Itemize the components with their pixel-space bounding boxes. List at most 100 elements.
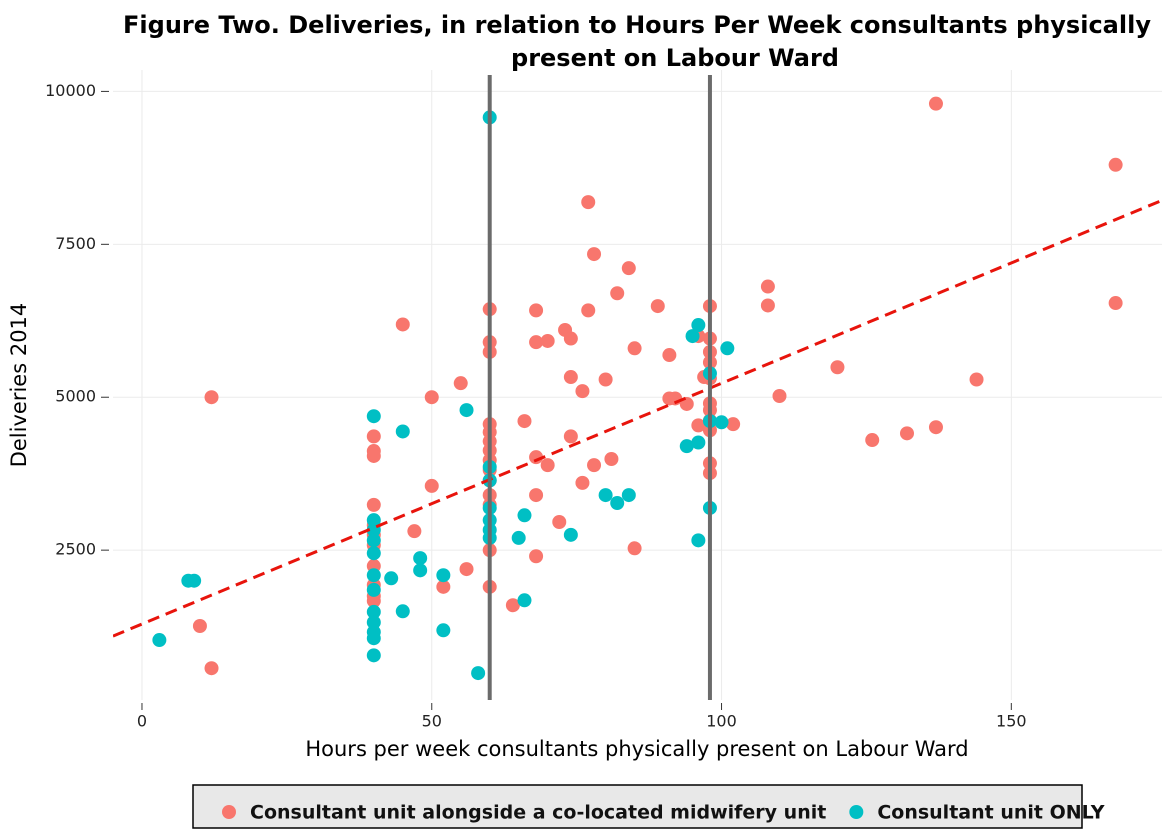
legend-label: Consultant unit alongside a co-located m… [250, 802, 826, 824]
point [366, 546, 381, 561]
point [552, 515, 567, 530]
point [204, 661, 219, 676]
y-tick-label: 10000 [45, 81, 96, 100]
point [899, 426, 914, 441]
point [436, 568, 451, 583]
point [453, 376, 468, 391]
point [627, 341, 642, 356]
point [563, 429, 578, 444]
point [587, 458, 602, 473]
point [529, 303, 544, 318]
point [575, 384, 590, 399]
point [1108, 296, 1123, 311]
y-tick-label: 5000 [55, 387, 96, 406]
point [604, 452, 619, 467]
point [563, 527, 578, 542]
point [1108, 157, 1123, 172]
point [436, 623, 451, 638]
chart-title: present on Labour Ward [511, 44, 839, 72]
point [627, 541, 642, 556]
point [685, 329, 700, 344]
point [581, 195, 596, 210]
point [598, 372, 613, 387]
point [366, 448, 381, 463]
point [395, 317, 410, 332]
point [366, 513, 381, 528]
point [650, 299, 665, 314]
point [621, 488, 636, 503]
point [366, 568, 381, 583]
point [760, 279, 775, 294]
point [760, 298, 775, 313]
point [366, 497, 381, 512]
point [720, 341, 735, 356]
point [395, 604, 410, 619]
legend-box [192, 784, 1083, 829]
point [928, 96, 943, 111]
point [517, 508, 532, 523]
point [679, 439, 694, 454]
point [662, 348, 677, 363]
point [575, 475, 590, 490]
point [366, 429, 381, 444]
point [395, 424, 410, 439]
chart-title: Figure Two. Deliveries, in relation to H… [123, 11, 1151, 39]
legend: Consultant unit alongside a co-located m… [222, 802, 1105, 824]
point [413, 551, 428, 566]
point [366, 615, 381, 630]
point [563, 331, 578, 346]
point [192, 618, 207, 633]
point [204, 390, 219, 405]
point [587, 247, 602, 262]
point [517, 414, 532, 429]
point [529, 450, 544, 465]
point [691, 318, 706, 333]
point [511, 530, 526, 545]
y-tick-label: 7500 [55, 234, 96, 253]
point [505, 598, 520, 613]
point [529, 335, 544, 350]
point [366, 631, 381, 646]
point [366, 409, 381, 424]
point [529, 488, 544, 503]
point [610, 286, 625, 301]
point [187, 573, 202, 588]
y-tick-label: 2500 [55, 540, 96, 559]
point [424, 390, 439, 405]
point [621, 261, 636, 276]
point [436, 579, 451, 594]
legend-marker [849, 805, 864, 819]
point [413, 563, 428, 578]
point [366, 533, 381, 548]
point [366, 593, 381, 608]
point [928, 420, 943, 435]
point [366, 582, 381, 597]
point [830, 360, 845, 375]
point [726, 417, 741, 432]
point [969, 372, 984, 387]
point [540, 333, 555, 348]
legend-label: Consultant unit ONLY [877, 802, 1104, 824]
legend-marker [222, 805, 236, 819]
x-tick-label: 150 [996, 712, 1027, 731]
point [366, 604, 381, 619]
point [691, 533, 706, 548]
point [563, 370, 578, 385]
point [366, 648, 381, 663]
point [384, 571, 399, 586]
point [459, 562, 474, 577]
point [152, 633, 167, 648]
point [529, 549, 544, 564]
point [581, 303, 596, 318]
point [691, 435, 706, 450]
point [772, 389, 787, 404]
point [540, 458, 555, 473]
point [407, 524, 422, 539]
plot-area [113, 70, 1162, 700]
y-axis-label: Deliveries 2014 [7, 303, 31, 468]
x-tick-label: 100 [706, 712, 737, 731]
trend-line [113, 198, 1162, 638]
point [691, 418, 706, 433]
x-tick-label: 0 [137, 712, 147, 731]
